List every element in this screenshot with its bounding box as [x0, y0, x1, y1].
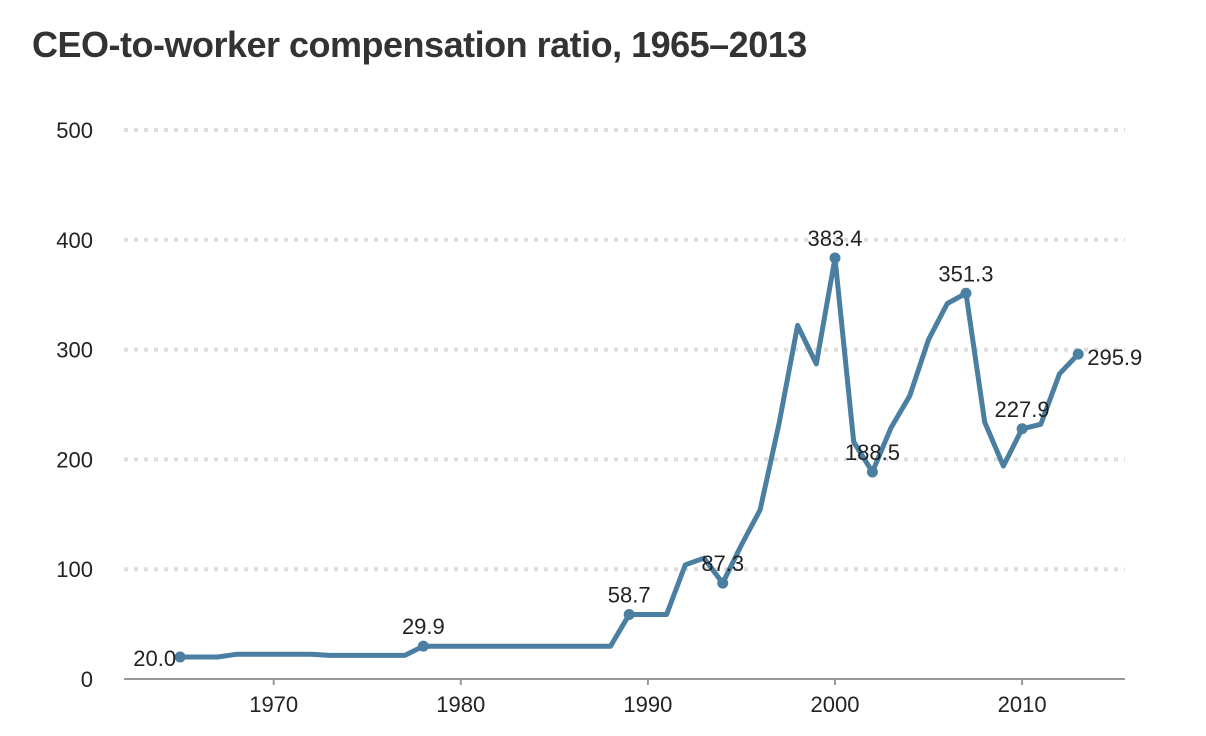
data-point	[623, 609, 635, 621]
data-point	[1072, 348, 1084, 360]
y-tick-label: 200	[56, 447, 93, 472]
data-point	[1016, 423, 1028, 435]
x-tick-label: 2000	[811, 692, 860, 717]
data-label: 227.9	[995, 397, 1050, 422]
x-tick-label: 1980	[436, 692, 485, 717]
x-tick-label: 1990	[623, 692, 672, 717]
data-label: 29.9	[402, 614, 445, 639]
data-label: 58.7	[608, 583, 651, 608]
x-tick-label: 1970	[249, 692, 298, 717]
data-point	[866, 466, 878, 478]
y-tick-label: 400	[56, 228, 93, 253]
data-label: 383.4	[807, 226, 862, 251]
data-label: 351.3	[938, 261, 993, 286]
data-label: 20.0	[133, 646, 176, 671]
y-tick-label: 0	[81, 667, 93, 692]
y-tick-label: 300	[56, 338, 93, 363]
data-point	[174, 651, 186, 663]
data-point	[960, 287, 972, 299]
chart-title: CEO-to-worker compensation ratio, 1965–2…	[32, 24, 807, 65]
data-label: 87.3	[701, 551, 744, 576]
data-label: 295.9	[1087, 345, 1142, 370]
data-point	[829, 252, 841, 264]
data-label: 188.5	[845, 440, 900, 465]
y-tick-label: 500	[56, 118, 93, 143]
y-tick-label: 100	[56, 557, 93, 582]
x-tick-label: 2010	[998, 692, 1047, 717]
data-point	[417, 640, 429, 652]
data-point	[717, 577, 729, 589]
